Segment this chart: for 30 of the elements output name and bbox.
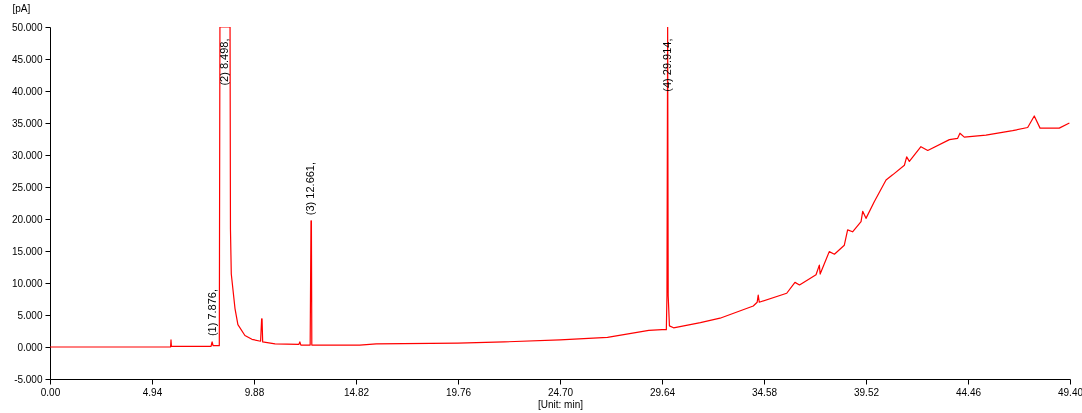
y-tick-label: 0.000 [17, 341, 43, 353]
y-tick-label: 25.000 [11, 181, 43, 193]
x-tick-label: 39.52 [853, 386, 880, 398]
y-axis-title: [pA] [12, 2, 31, 14]
y-tick-label: 50.000 [11, 21, 43, 33]
y-tick-label: 40.000 [11, 85, 43, 97]
y-tick-label: 30.000 [11, 149, 43, 161]
y-tick-label: -5.000 [14, 373, 43, 385]
y-tick-label: 15.000 [11, 245, 43, 257]
annotation: (2) 8.498, [218, 38, 231, 86]
x-tick-label: 24.70 [547, 386, 574, 398]
x-tick-label: 34.58 [751, 386, 778, 398]
x-axis-title: [Unit: min] [537, 398, 584, 410]
y-tick-label: 20.000 [11, 213, 43, 225]
line-series [50, 27, 1070, 348]
x-tick-label: 14.82 [343, 386, 370, 398]
y-tick-label: 5.000 [17, 309, 43, 321]
y-tick-label: 45.000 [11, 53, 43, 65]
annotation: (1) 7.876, [205, 289, 218, 337]
x-tick-label: 0.00 [40, 386, 61, 398]
annotation: (3) 12.661, [304, 161, 317, 216]
x-tick-label: 49.40 [1057, 386, 1082, 398]
y-tick-label: 10.000 [11, 277, 43, 289]
x-tick-label: 9.88 [244, 386, 265, 398]
x-tick-label: 44.46 [955, 386, 982, 398]
annotation: (4) 29.914, [660, 38, 673, 92]
x-tick-label: 19.76 [445, 386, 472, 398]
x-tick-label: 29.64 [649, 386, 676, 398]
x-tick-label: 4.94 [142, 386, 163, 398]
y-tick-label: 35.000 [11, 117, 43, 129]
